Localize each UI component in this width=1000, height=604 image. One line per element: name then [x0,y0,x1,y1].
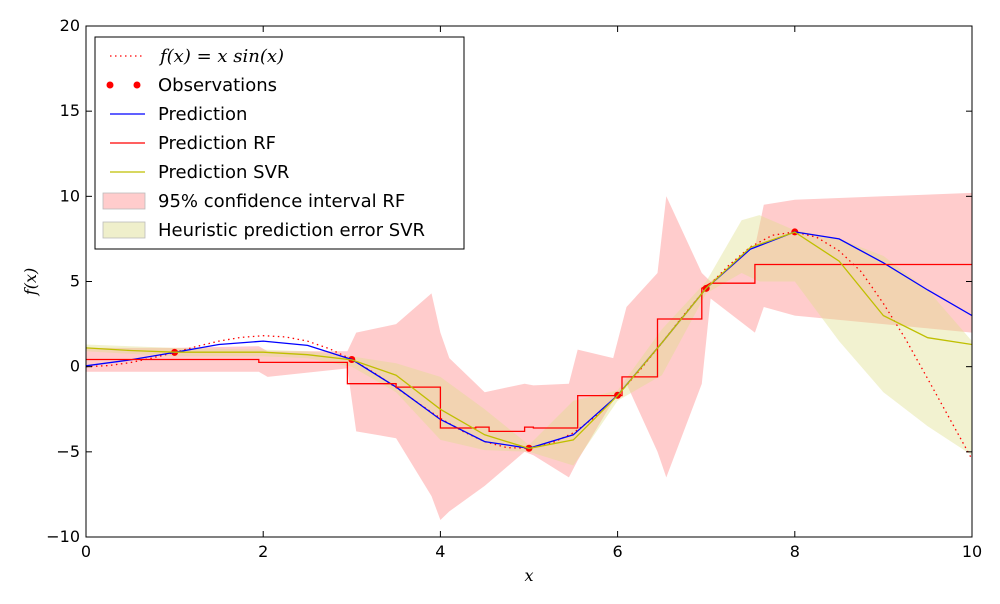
plot-area [86,192,972,520]
axes: 0 2 4 6 8 10 −10 −5 0 5 10 15 20 x f(x) [21,16,982,585]
series-line-4 [86,231,972,450]
legend-swatch [102,221,146,239]
series-line-0 [86,231,972,460]
y-axis-label: f(x) [21,268,40,296]
band-0 [86,192,972,520]
legend: f(x) = x sin(x) Observations Prediction Pre… [94,36,465,250]
legend-label: Prediction SVR [158,162,289,183]
legend-swatch [102,192,146,210]
y-tick-label: −5 [56,442,80,461]
x-tick-label: 6 [613,542,623,561]
legend-label: 95% confidence interval RF [158,191,405,212]
legend-label: Prediction [158,104,247,125]
legend-label: Observations [158,75,277,96]
legend-entry: Prediction SVR [110,162,289,183]
legend-entry: f(x) = x sin(x) [110,46,284,67]
legend-entry: Observations [106,75,277,96]
y-tick-label: 0 [70,357,80,376]
x-tick-label: 4 [435,542,445,561]
series-line-3 [86,263,972,433]
y-tick-label: 10 [60,186,80,205]
x-axis-label: x [524,566,533,585]
y-tick-label: 5 [70,272,80,291]
legend-entry: 95% confidence interval RF [102,191,405,212]
y-tick-label: 15 [60,101,80,120]
y-tick-label: −10 [46,527,80,546]
legend-label: Prediction RF [158,133,276,154]
legend-label: f(x) = x sin(x) [158,46,284,67]
y-tick-label: 20 [60,16,80,35]
legend-box [94,36,465,250]
x-tick-label: 2 [258,542,268,561]
legend-entry: Prediction RF [110,133,276,154]
legend-swatch [133,81,141,89]
legend-swatch [106,81,114,89]
x-tick-label: 8 [790,542,800,561]
plot-content [86,192,972,520]
x-tick-label: 10 [962,542,982,561]
x-tick-label: 0 [81,542,91,561]
legend-entry: Heuristic prediction error SVR [102,220,425,241]
legend-entry: Prediction [110,104,247,125]
legend-label: Heuristic prediction error SVR [158,220,425,241]
